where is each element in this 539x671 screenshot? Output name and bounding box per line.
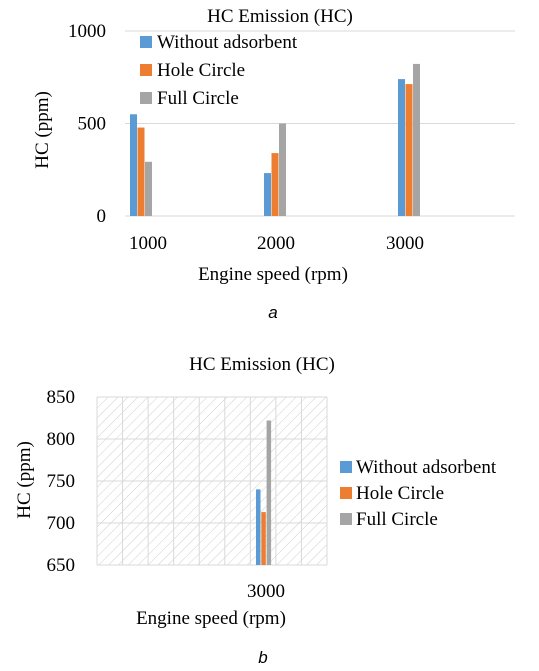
x-tick-label: 3000 xyxy=(247,581,285,602)
chart-b-y-axis-label: HC (ppm) xyxy=(14,441,35,519)
legend-label: Hole Circle xyxy=(356,483,444,504)
bar-hole-circle-2000 xyxy=(271,153,279,216)
bar-full-circle-2000 xyxy=(279,123,286,216)
legend-label: Full Circle xyxy=(356,509,438,530)
bar-hole-circle-3000 xyxy=(405,84,413,216)
chart-a-legend: Without adsorbent Hole Circle Full Circle xyxy=(140,32,298,109)
legend-label: Full Circle xyxy=(157,88,239,109)
chart-b: HC Emission (HC) 650 700 750 800 850 3000 Wi… xyxy=(14,354,497,667)
y-tick-label: 700 xyxy=(47,513,76,534)
bar-hole-circle-3000 xyxy=(261,512,266,565)
chart-a-title: HC Emission (HC) xyxy=(207,6,353,27)
chart-a-x-axis-label: Engine speed (rpm) xyxy=(198,264,348,285)
legend-swatch xyxy=(340,461,352,473)
y-tick-label: 800 xyxy=(47,429,76,450)
y-tick-label: 750 xyxy=(47,471,76,492)
bar-without-adsorbent-3000 xyxy=(398,79,405,216)
x-tick-label: 2000 xyxy=(257,233,295,254)
legend-swatch xyxy=(140,92,152,104)
y-tick-label: 1000 xyxy=(68,21,106,42)
legend-swatch xyxy=(340,487,352,499)
chart-b-gridlines xyxy=(96,396,328,566)
chart-a-y-ticks: 0 500 1000 xyxy=(68,21,106,227)
legend-label: Without adsorbent xyxy=(356,457,497,478)
chart-a-x-ticks: 1000 2000 3000 xyxy=(129,233,424,254)
chart-a-gridlines xyxy=(125,30,515,217)
chart-a: HC Emission (HC) 0 500 1000 1000 2000 3000 W… xyxy=(32,6,515,322)
y-tick-label: 0 xyxy=(97,206,107,227)
legend-label: Hole Circle xyxy=(157,60,245,81)
legend-label: Without adsorbent xyxy=(157,32,298,53)
bar-full-circle-3000 xyxy=(266,420,272,565)
chart-b-x-ticks: 3000 xyxy=(247,581,285,602)
chart-b-caption: b xyxy=(258,648,267,667)
chart-b-x-axis-label: Engine speed (rpm) xyxy=(136,608,286,629)
x-tick-label: 3000 xyxy=(386,233,424,254)
x-tick-label: 1000 xyxy=(129,233,167,254)
bar-without-adsorbent-1000 xyxy=(130,114,137,216)
legend-swatch xyxy=(340,513,352,525)
legend-swatch xyxy=(140,64,152,76)
legend-swatch xyxy=(140,36,152,48)
y-tick-label: 850 xyxy=(47,387,76,408)
chart-b-y-ticks: 650 700 750 800 850 xyxy=(47,387,76,576)
chart-a-bars xyxy=(130,63,420,217)
chart-a-y-axis-label: HC (ppm) xyxy=(32,91,53,169)
bar-without-adsorbent-3000 xyxy=(256,489,261,565)
y-tick-label: 650 xyxy=(47,555,76,576)
bar-full-circle-3000 xyxy=(413,63,420,217)
chart-b-title: HC Emission (HC) xyxy=(189,354,335,375)
chart-b-bars xyxy=(256,420,272,565)
bar-without-adsorbent-2000 xyxy=(264,173,271,216)
chart-b-legend: Without adsorbent Hole Circle Full Circle xyxy=(340,457,497,530)
bar-full-circle-1000 xyxy=(145,161,152,216)
chart-a-caption: a xyxy=(268,303,277,322)
y-tick-label: 500 xyxy=(78,114,107,135)
bar-hole-circle-1000 xyxy=(137,127,145,216)
